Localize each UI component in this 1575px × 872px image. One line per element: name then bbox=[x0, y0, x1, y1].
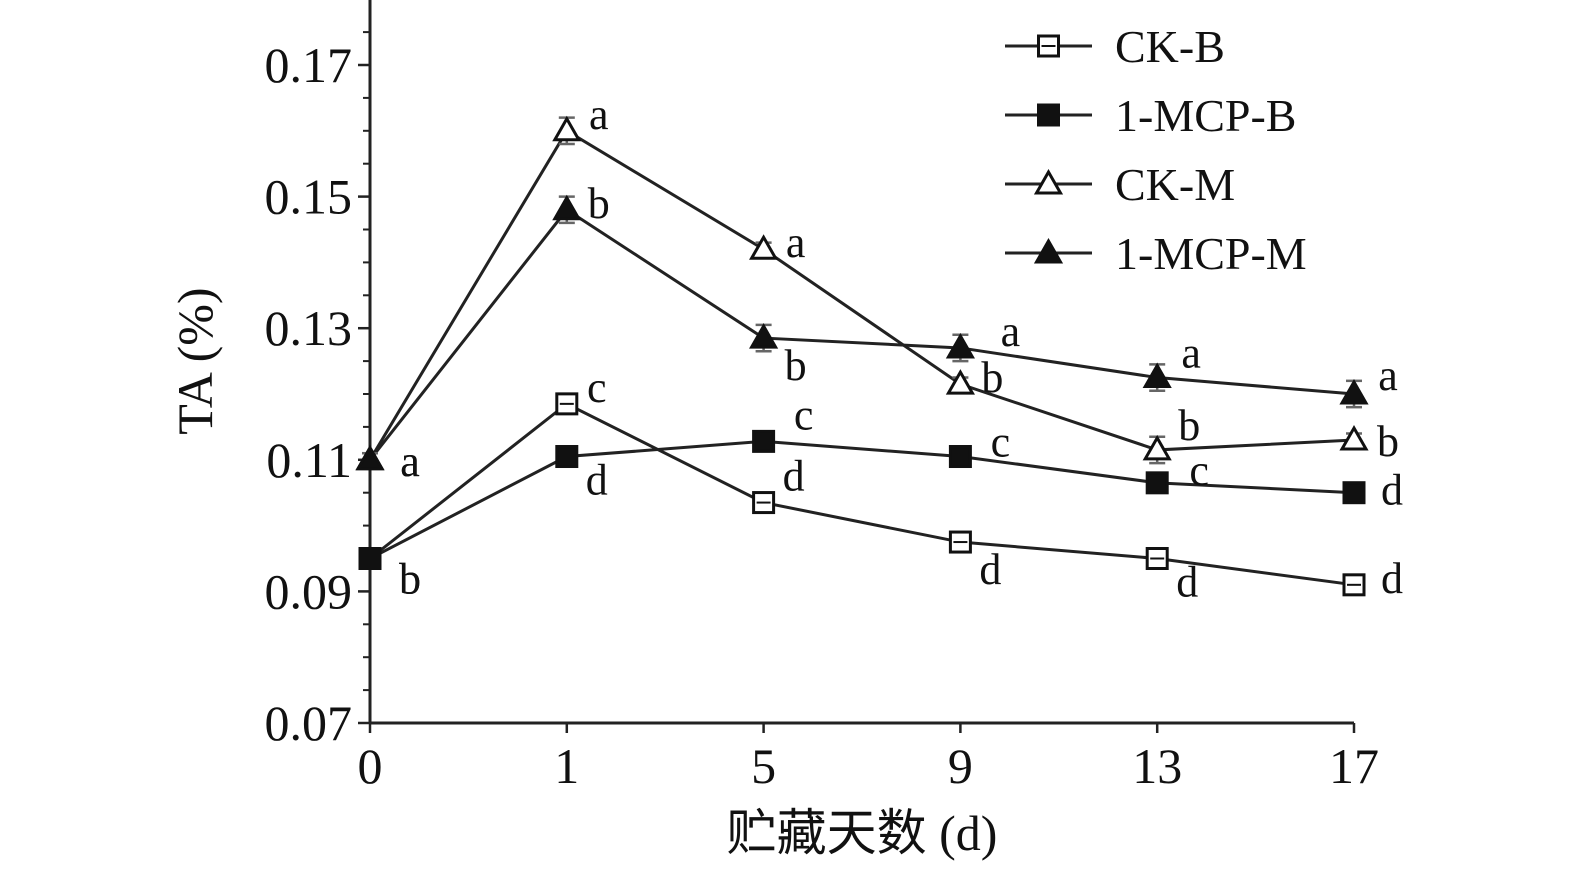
significance-label: c bbox=[587, 363, 607, 412]
marker bbox=[552, 115, 582, 142]
significance-label: a bbox=[589, 90, 609, 139]
marker bbox=[555, 445, 579, 469]
legend-item: 1-MCP-M bbox=[1005, 228, 1307, 279]
significance-label: b bbox=[981, 353, 1003, 402]
legend-label: 1-MCP-M bbox=[1115, 228, 1307, 279]
marker bbox=[752, 429, 776, 453]
axes: 0.07 0.09 0.11 0.13 0.15 0.17 0 1 5 9 13 17 bbox=[265, 0, 1379, 794]
marker bbox=[1037, 103, 1060, 127]
significance-label: b bbox=[1377, 417, 1399, 466]
x-tick-label: 0 bbox=[358, 738, 383, 794]
x-tick-label: 5 bbox=[751, 738, 776, 794]
legend-label: CK-B bbox=[1115, 21, 1225, 72]
legend-label: 1-MCP-B bbox=[1115, 90, 1296, 141]
y-tick-label: 0.09 bbox=[265, 563, 353, 619]
marker bbox=[945, 369, 975, 395]
significance-label: d bbox=[586, 456, 608, 505]
significance-label: b bbox=[1178, 401, 1200, 450]
x-tick-label: 17 bbox=[1329, 738, 1379, 794]
marker bbox=[1339, 425, 1369, 451]
significance-label: b bbox=[399, 555, 421, 604]
significance-label: d bbox=[1381, 554, 1403, 603]
marker bbox=[1033, 168, 1064, 195]
significance-label: d bbox=[1176, 558, 1198, 607]
significance-label: a bbox=[786, 218, 806, 267]
x-tick-label: 1 bbox=[554, 738, 579, 794]
marker bbox=[1033, 237, 1064, 264]
significance-label: a bbox=[1001, 307, 1021, 356]
y-tick-label: 0.15 bbox=[265, 169, 353, 225]
significance-label: a bbox=[1181, 329, 1201, 378]
marker bbox=[749, 234, 779, 260]
significance-label: c bbox=[794, 390, 814, 439]
y-tick-label: 0.17 bbox=[265, 37, 353, 93]
y-tick-label: 0.07 bbox=[265, 695, 353, 751]
series-line bbox=[369, 439, 1355, 560]
y-axis-title: TA (%) bbox=[167, 287, 223, 434]
marker bbox=[1142, 362, 1172, 389]
marker bbox=[1145, 471, 1169, 495]
marker bbox=[945, 332, 975, 359]
marker bbox=[1342, 481, 1366, 505]
marker bbox=[358, 547, 382, 570]
x-axis-title: 贮藏天数 (d) bbox=[727, 805, 998, 861]
significance-label: a bbox=[400, 437, 420, 486]
significance-label: d bbox=[783, 452, 805, 501]
marker bbox=[1142, 434, 1172, 461]
marker bbox=[749, 323, 779, 349]
legend-label: CK-M bbox=[1115, 159, 1235, 210]
significance-label: a bbox=[400, 437, 420, 486]
y-tick-label: 0.11 bbox=[266, 432, 352, 488]
significance-label: c bbox=[1189, 446, 1209, 495]
legend-item: CK-B bbox=[1005, 21, 1225, 72]
series-line bbox=[368, 128, 1355, 461]
significance-label: d bbox=[1381, 466, 1403, 515]
marker bbox=[355, 444, 385, 471]
significance-label: a bbox=[1378, 351, 1398, 400]
legend-item: 1-MCP-B bbox=[1005, 90, 1296, 141]
significance-label: b bbox=[399, 555, 421, 604]
significance-label: b bbox=[588, 179, 610, 228]
x-tick-label: 9 bbox=[948, 738, 973, 794]
significance-label: b bbox=[785, 341, 807, 390]
series-line bbox=[369, 402, 1355, 587]
legend: CK-B 1-MCP-B CK-M 1-MCP-M bbox=[1005, 21, 1307, 279]
marker bbox=[948, 445, 972, 469]
x-tick-label: 13 bbox=[1132, 738, 1182, 794]
marker bbox=[1339, 378, 1369, 405]
significance-label: d bbox=[979, 545, 1001, 594]
y-tick-label: 0.13 bbox=[265, 300, 353, 356]
legend-item: CK-M bbox=[1005, 159, 1235, 210]
significance-label: c bbox=[991, 418, 1011, 467]
series-line bbox=[368, 207, 1355, 461]
marker bbox=[552, 194, 582, 221]
